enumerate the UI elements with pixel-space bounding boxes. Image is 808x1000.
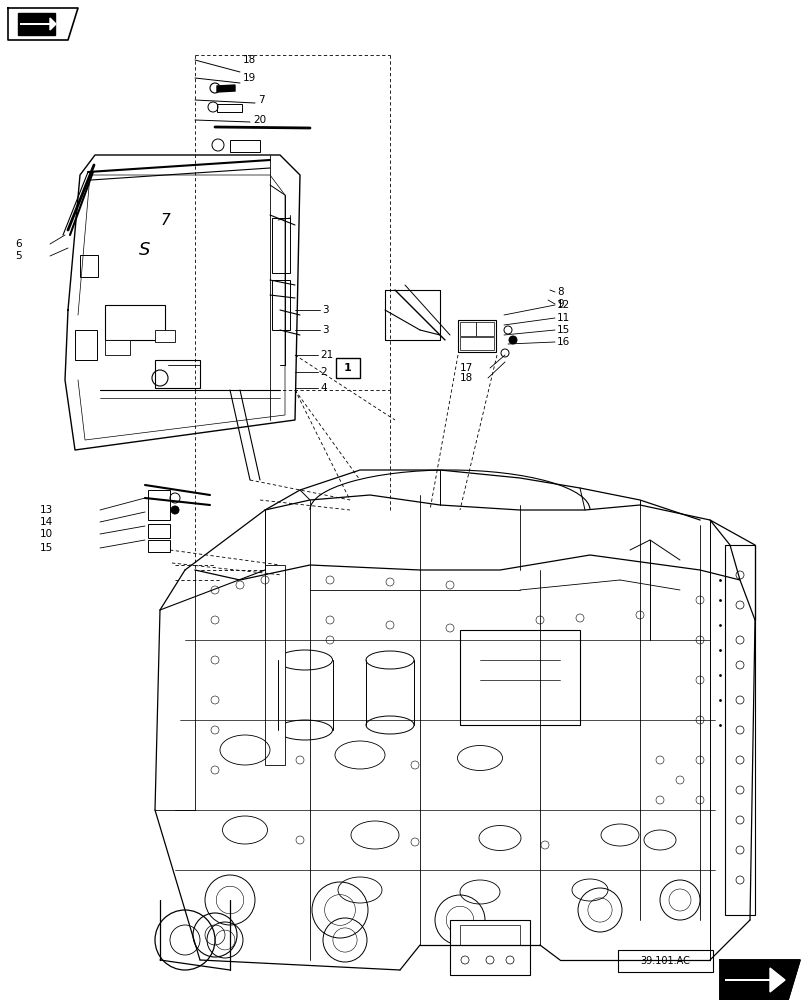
Text: 13: 13 <box>40 505 53 515</box>
Text: 3: 3 <box>322 325 329 335</box>
Text: 7: 7 <box>160 213 170 228</box>
Polygon shape <box>725 968 785 992</box>
Polygon shape <box>720 960 800 1000</box>
Bar <box>725 545 755 915</box>
Text: 5: 5 <box>15 251 22 261</box>
Polygon shape <box>20 18 56 30</box>
Bar <box>460 337 494 350</box>
Bar <box>272 218 290 273</box>
Text: 18: 18 <box>460 373 473 383</box>
Bar <box>458 320 496 352</box>
Text: 6: 6 <box>15 239 22 249</box>
Text: 18: 18 <box>243 55 256 65</box>
Bar <box>148 524 170 538</box>
Text: 39.101.AC: 39.101.AC <box>640 956 690 966</box>
Text: 7: 7 <box>258 95 265 105</box>
Text: 17: 17 <box>460 363 473 373</box>
Text: 19: 19 <box>243 73 256 83</box>
Bar <box>460 925 520 945</box>
Bar <box>450 920 530 975</box>
Bar <box>148 490 170 520</box>
Circle shape <box>171 506 179 514</box>
Bar <box>155 330 175 342</box>
Text: 10: 10 <box>40 529 53 539</box>
Bar <box>80 255 98 277</box>
Text: 9: 9 <box>557 299 564 309</box>
Text: 12: 12 <box>557 300 570 310</box>
Text: 15: 15 <box>557 325 570 335</box>
Bar <box>105 340 130 355</box>
Text: 1: 1 <box>344 363 351 373</box>
Polygon shape <box>8 8 78 40</box>
Text: 16: 16 <box>557 337 570 347</box>
Text: 2: 2 <box>320 367 326 377</box>
Bar <box>75 330 97 360</box>
Bar <box>148 540 170 552</box>
Bar <box>460 322 476 336</box>
Bar <box>618 950 713 972</box>
Bar <box>476 322 494 336</box>
Bar <box>460 630 580 725</box>
Text: 3: 3 <box>322 305 329 315</box>
Bar <box>217 104 242 112</box>
Polygon shape <box>217 85 235 92</box>
Bar <box>336 358 360 378</box>
Text: 11: 11 <box>557 313 570 323</box>
Text: 4: 4 <box>320 383 326 393</box>
Text: 21: 21 <box>320 350 333 360</box>
Text: S: S <box>139 241 150 259</box>
Bar <box>105 305 165 340</box>
Text: 14: 14 <box>40 517 53 527</box>
Circle shape <box>509 336 517 344</box>
Bar <box>265 565 285 765</box>
Bar <box>155 360 200 388</box>
Text: 15: 15 <box>40 543 53 553</box>
Text: 20: 20 <box>253 115 266 125</box>
Polygon shape <box>18 13 55 35</box>
Bar <box>230 140 260 152</box>
Text: 8: 8 <box>557 287 564 297</box>
Bar <box>272 280 290 330</box>
